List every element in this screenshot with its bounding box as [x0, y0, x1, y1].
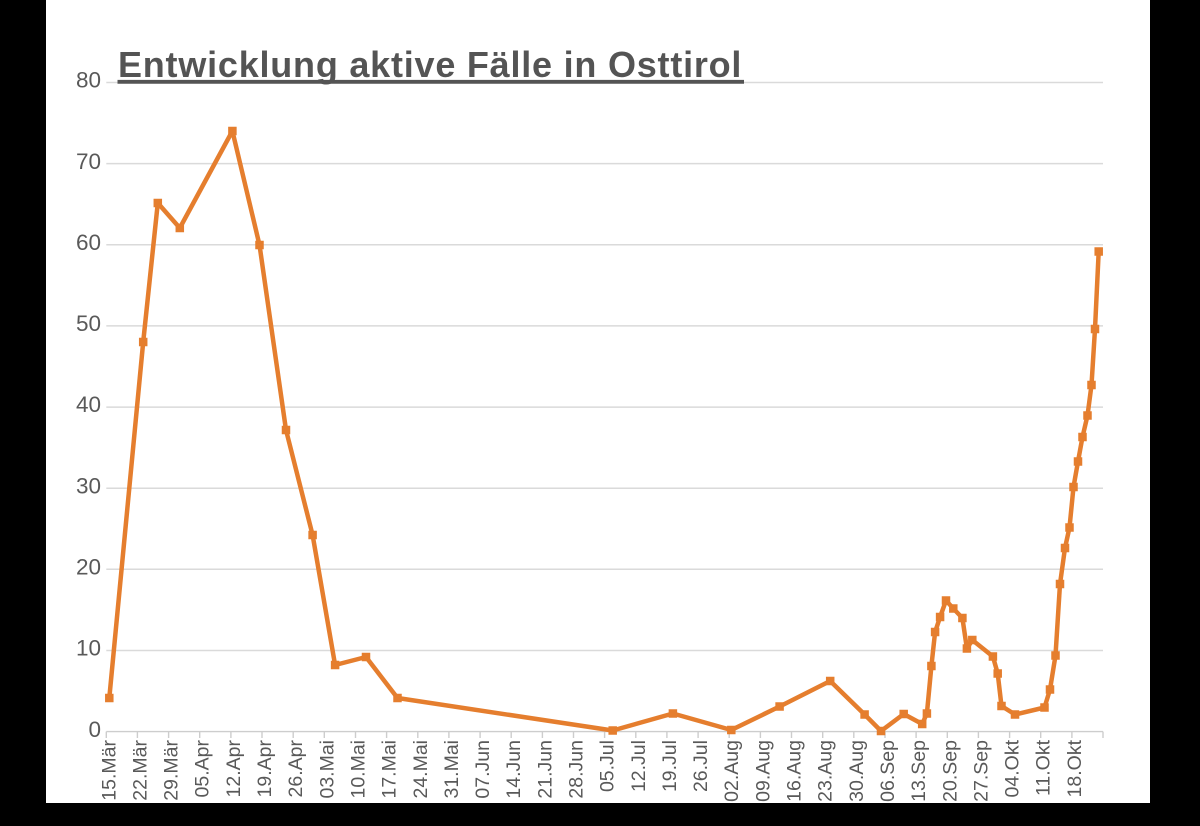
- svg-text:31.Mai: 31.Mai: [441, 740, 463, 799]
- svg-text:11.Okt: 11.Okt: [1033, 739, 1055, 796]
- svg-text:19.Apr: 19.Apr: [254, 739, 276, 797]
- svg-text:04.Okt: 04.Okt: [1002, 739, 1024, 797]
- svg-text:05.Apr: 05.Apr: [192, 739, 214, 797]
- svg-text:10: 10: [76, 636, 101, 661]
- svg-text:21.Jun: 21.Jun: [534, 740, 556, 799]
- svg-text:24.Mai: 24.Mai: [410, 740, 432, 799]
- svg-text:14.Jun: 14.Jun: [503, 740, 525, 799]
- svg-text:30.Aug: 30.Aug: [846, 740, 868, 802]
- svg-text:70: 70: [76, 149, 101, 174]
- svg-text:22.Mär: 22.Mär: [129, 740, 151, 801]
- svg-text:18.Okt: 18.Okt: [1064, 739, 1086, 797]
- svg-text:09.Aug: 09.Aug: [752, 740, 774, 802]
- svg-text:26.Jul: 26.Jul: [690, 740, 712, 792]
- svg-text:17.Mai: 17.Mai: [379, 740, 401, 799]
- svg-text:23.Aug: 23.Aug: [815, 740, 837, 802]
- svg-text:02.Aug: 02.Aug: [721, 740, 743, 802]
- svg-text:29.Mär: 29.Mär: [161, 740, 183, 801]
- svg-text:15.Mär: 15.Mär: [98, 740, 120, 801]
- svg-text:27.Sep: 27.Sep: [970, 740, 992, 802]
- svg-text:26.Apr: 26.Apr: [285, 739, 307, 797]
- svg-text:12.Apr: 12.Apr: [223, 739, 245, 797]
- svg-text:16.Aug: 16.Aug: [784, 740, 806, 802]
- svg-text:20.Sep: 20.Sep: [939, 740, 961, 802]
- svg-text:40: 40: [76, 392, 101, 417]
- svg-text:19.Jul: 19.Jul: [659, 740, 681, 792]
- svg-text:0: 0: [88, 717, 101, 742]
- svg-text:28.Jun: 28.Jun: [566, 740, 588, 799]
- svg-text:13.Sep: 13.Sep: [908, 740, 930, 802]
- svg-text:50: 50: [76, 311, 101, 336]
- svg-text:20: 20: [76, 555, 101, 580]
- svg-text:80: 80: [76, 68, 101, 93]
- svg-text:06.Sep: 06.Sep: [877, 740, 899, 802]
- svg-text:03.Mai: 03.Mai: [316, 740, 338, 799]
- svg-text:Entwicklung aktive Fälle in Os: Entwicklung aktive Fälle in Osttirol: [118, 44, 742, 85]
- svg-text:07.Jun: 07.Jun: [472, 740, 494, 799]
- svg-text:10.Mai: 10.Mai: [348, 740, 370, 799]
- svg-text:30: 30: [76, 473, 101, 498]
- svg-text:12.Jul: 12.Jul: [628, 740, 650, 792]
- svg-text:05.Jul: 05.Jul: [597, 740, 619, 792]
- svg-text:60: 60: [76, 230, 101, 255]
